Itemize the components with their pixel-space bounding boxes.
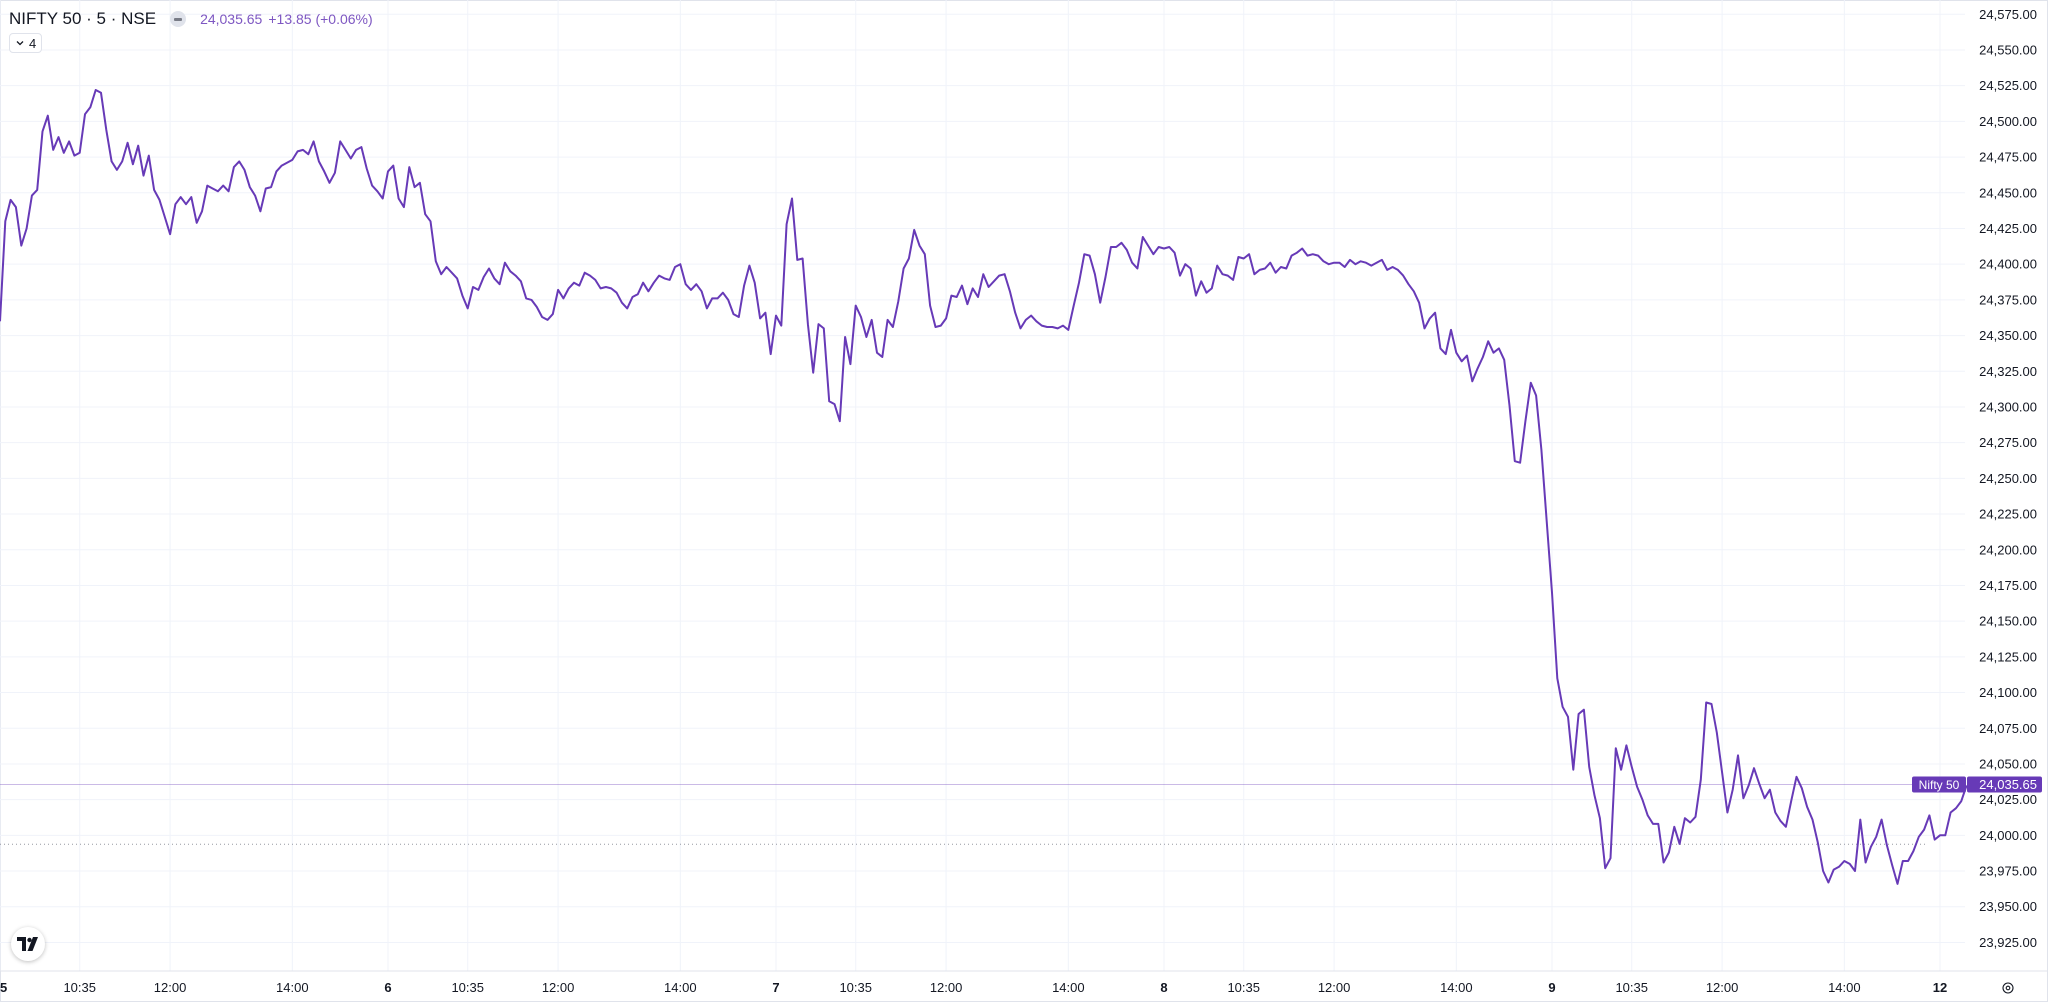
x-tick-label: 14:00 [664,980,697,995]
indicators-toggle-button[interactable]: 4 [9,33,43,53]
y-tick-label: 24,025.00 [1979,792,2037,807]
symbol-title[interactable]: NIFTY 50 · 5 · NSE [9,9,157,28]
x-tick-label: 10:35 [1227,980,1260,995]
x-tick-label: 12:00 [1318,980,1351,995]
y-tick-label: 24,375.00 [1979,292,2037,307]
series-layer [0,89,1968,885]
x-tick-label: 14:00 [1828,980,1861,995]
x-tick-label: 12:00 [542,980,575,995]
last-price-label-bg [1967,776,2042,793]
series-name-label: Nifty 50 [1919,778,1960,792]
x-tick-label: 14:00 [1052,980,1085,995]
x-tick-label: 8 [1160,980,1167,995]
y-tick-label: 23,975.00 [1979,864,2037,879]
tradingview-logo-icon[interactable] [11,927,45,961]
last-price: 24,035.65 [200,11,263,27]
x-tick-label: 10:35 [63,980,96,995]
x-tick-label: 10:35 [839,980,872,995]
y-tick-label: 24,250.00 [1979,471,2037,486]
y-tick-label: 24,225.00 [1979,507,2037,522]
y-tick-label: 24,175.00 [1979,578,2037,593]
series-line [0,89,1968,885]
y-tick-label: 24,550.00 [1979,42,2037,57]
y-tick-label: 24,575.00 [1979,7,2037,22]
y-tick-label: 24,400.00 [1979,257,2037,272]
x-tick-label: 9 [1548,980,1555,995]
last-price-label: 24,035.65 [1979,777,2037,792]
chevron-down-icon [16,41,24,46]
y-tick-label: 23,950.00 [1979,899,2037,914]
grid [0,0,2048,972]
y-tick-label: 24,275.00 [1979,435,2037,450]
x-tick-label: 12:00 [1706,980,1739,995]
price-labels: Nifty 50 24,035.65 [1912,776,2042,793]
y-tick-label: 24,125.00 [1979,649,2037,664]
x-tick-label: 12:00 [930,980,963,995]
indicators-count: 4 [29,35,37,51]
y-tick-label: 24,325.00 [1979,364,2037,379]
price-info: 24,035.65 +13.85 (+0.06%) [200,11,373,27]
eye-icon[interactable] [170,11,187,27]
y-tick-label: 24,350.00 [1979,328,2037,343]
y-tick-label: 24,525.00 [1979,78,2037,93]
x-tick-label: 7 [772,980,779,995]
y-tick-label: 24,050.00 [1979,756,2037,771]
x-tick-label: 6 [384,980,391,995]
x-tick-label: 10:35 [451,980,484,995]
y-tick-label: 24,100.00 [1979,685,2037,700]
x-tick-label: 12 [1933,980,1947,995]
y-tick-label: 24,000.00 [1979,828,2037,843]
x-tick-label: 14:00 [1440,980,1473,995]
reference-lines [0,783,1965,845]
x-tick-label: 12:00 [154,980,187,995]
y-tick-label: 24,150.00 [1979,614,2037,629]
price-axis[interactable]: 23,925.00 23,950.00 23,975.00 24,000.00 24,0… [1979,7,2037,950]
y-tick-label: 24,500.00 [1979,114,2037,129]
y-tick-label: 24,450.00 [1979,185,2037,200]
price-change: +13.85 (+0.06%) [268,11,373,27]
x-tick-label: 14:00 [276,980,309,995]
y-tick-label: 24,075.00 [1979,721,2037,736]
y-tick-label: 24,425.00 [1979,221,2037,236]
time-axis[interactable]: 5 10:35 12:00 14:00 6 10:35 12:00 14:00 7 10:35 12… [0,980,1947,995]
y-tick-label: 24,200.00 [1979,542,2037,557]
y-tick-label: 23,925.00 [1979,935,2037,950]
y-tick-label: 24,475.00 [1979,150,2037,165]
x-tick-label: 10:35 [1615,980,1648,995]
gear-icon[interactable] [1998,978,2018,998]
y-tick-label: 24,300.00 [1979,399,2037,414]
series-name-label-bg [1912,776,1966,793]
chart-legend: NIFTY 50 · 5 · NSE 24,035.65 +13.85 (+0.… [9,9,373,29]
x-tick-label: 5 [0,980,7,995]
